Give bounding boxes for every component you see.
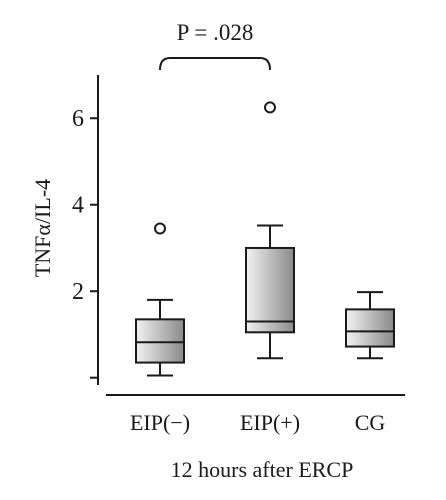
- y-axis-title: TNFα/IL-4: [30, 179, 55, 277]
- box-group: [345, 291, 395, 360]
- boxes: [135, 101, 395, 377]
- outlier-point: [264, 101, 276, 114]
- significance-bracket: [159, 57, 271, 71]
- box-iqr: [345, 308, 395, 348]
- x-tick-label: EIP(−): [130, 410, 190, 435]
- box-group: [135, 222, 185, 377]
- y-tick-label: 6: [72, 106, 84, 132]
- annotations: P = .028: [159, 20, 271, 71]
- x-axis-title: 12 hours after ERCP: [171, 457, 354, 482]
- y-tick-label: 2: [72, 279, 84, 305]
- x-tick-labels: EIP(−) EIP(+) CG: [130, 410, 385, 435]
- box-iqr: [245, 246, 295, 334]
- y-tick-label: 4: [72, 193, 84, 219]
- outlier-point: [154, 222, 166, 235]
- p-value-label: P = .028: [177, 20, 254, 45]
- x-tick-label: EIP(+): [240, 410, 300, 435]
- y-ticks: 2 4 6: [72, 106, 98, 379]
- box-group: [245, 101, 295, 360]
- box-iqr: [135, 318, 185, 364]
- x-tick-label: CG: [355, 410, 386, 435]
